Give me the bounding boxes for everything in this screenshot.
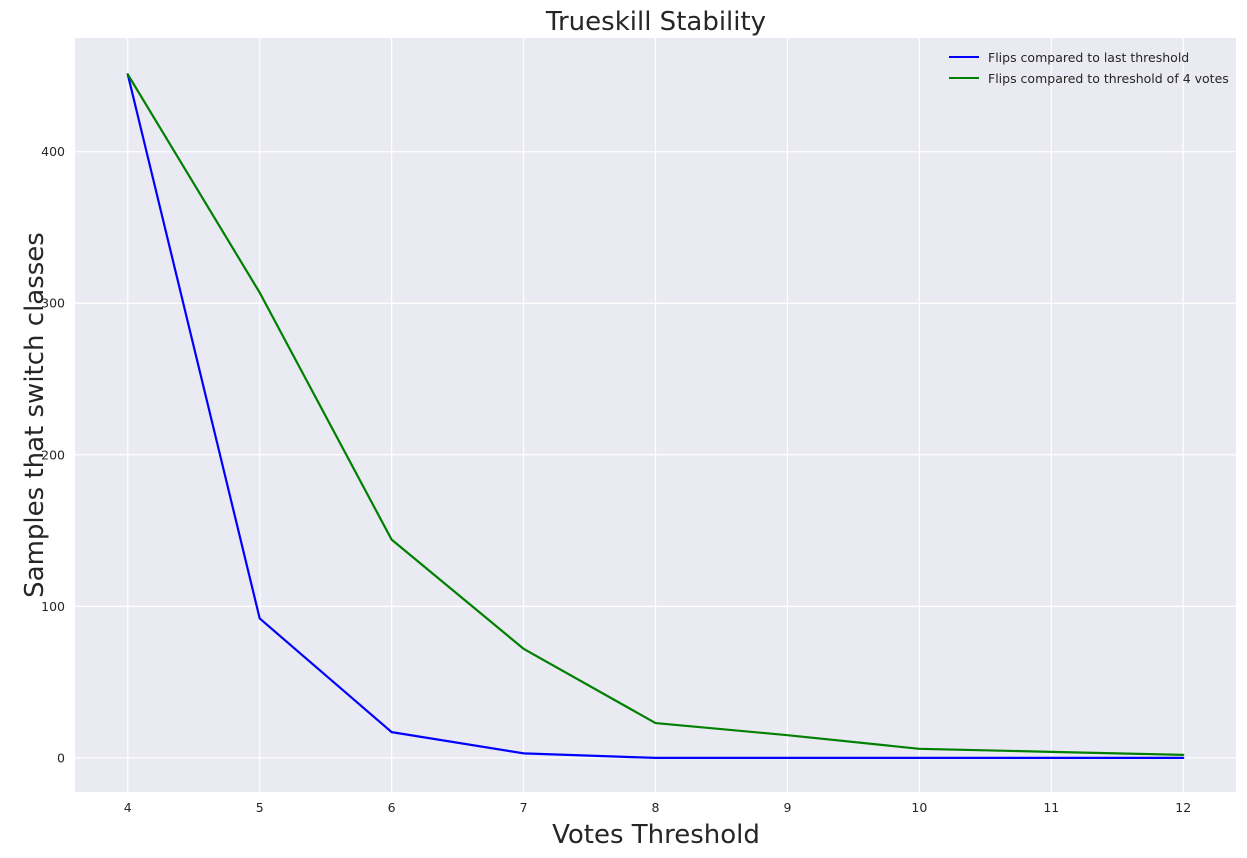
chart-title: Trueskill Stability (545, 7, 766, 37)
legend-label-series-1: Flips compared to last threshold (988, 50, 1189, 65)
x-axis-label: Votes Threshold (552, 820, 760, 850)
y-tick-label: 100 (41, 599, 65, 614)
x-tick-label: 5 (256, 800, 264, 815)
x-tick-label: 4 (124, 800, 132, 815)
series-line-2 (126, 73, 1185, 756)
x-tick-label: 6 (388, 800, 396, 815)
x-tick-label: 8 (652, 800, 660, 815)
y-tick-label: 200 (41, 447, 65, 462)
x-tick-label: 7 (520, 800, 528, 815)
x-tick-label: 10 (911, 800, 927, 815)
series-line-1 (126, 73, 1185, 760)
x-tick-label: 9 (783, 800, 791, 815)
y-tick-label: 0 (57, 750, 65, 765)
y-tick-label: 300 (41, 296, 65, 311)
tick-labels: 4 5 6 7 8 9 10 11 12 0 100 200 300 400 (41, 144, 1191, 815)
y-axis-label: Samples that switch classes (20, 232, 50, 598)
legend: Flips compared to last threshold Flips c… (949, 50, 1229, 86)
series-lines (126, 73, 1185, 760)
y-tick-label: 400 (41, 144, 65, 159)
x-tick-label: 12 (1175, 800, 1191, 815)
legend-label-series-2: Flips compared to threshold of 4 votes (988, 71, 1229, 86)
x-tick-label: 11 (1043, 800, 1059, 815)
